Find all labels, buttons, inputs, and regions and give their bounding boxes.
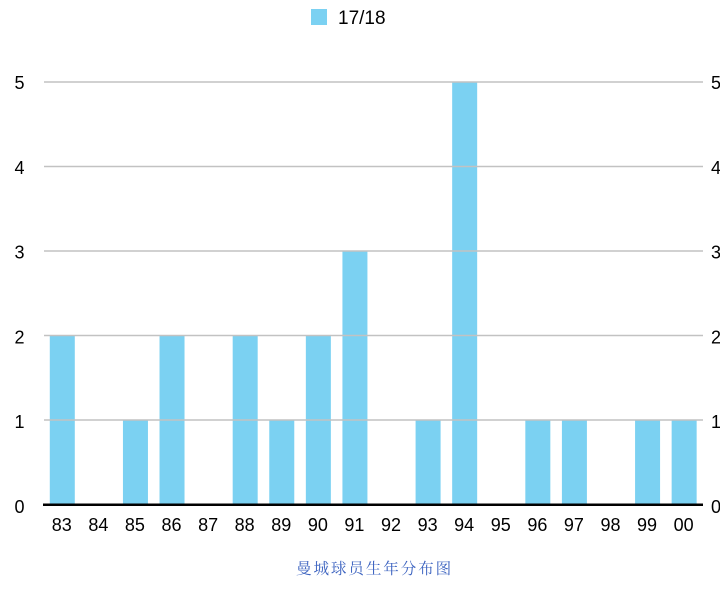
svg-text:88: 88: [235, 515, 255, 535]
svg-text:98: 98: [600, 515, 620, 535]
svg-text:17/18: 17/18: [338, 8, 386, 29]
svg-text:85: 85: [125, 515, 145, 535]
svg-text:93: 93: [418, 515, 438, 535]
svg-text:83: 83: [52, 515, 72, 535]
svg-text:92: 92: [381, 515, 401, 535]
svg-text:2: 2: [14, 327, 24, 347]
svg-text:1: 1: [14, 412, 24, 432]
svg-text:0: 0: [711, 497, 720, 517]
svg-text:00: 00: [674, 515, 694, 535]
svg-text:95: 95: [491, 515, 511, 535]
svg-text:90: 90: [308, 515, 328, 535]
svg-text:5: 5: [14, 73, 24, 93]
svg-text:91: 91: [344, 515, 364, 535]
svg-text:4: 4: [711, 158, 720, 178]
svg-text:99: 99: [637, 515, 657, 535]
svg-text:0: 0: [14, 497, 24, 517]
svg-text:89: 89: [271, 515, 291, 535]
svg-text:97: 97: [564, 515, 584, 535]
svg-text:5: 5: [711, 73, 720, 93]
svg-text:84: 84: [88, 515, 108, 535]
svg-text:3: 3: [14, 243, 24, 263]
svg-text:86: 86: [162, 515, 182, 535]
svg-text:94: 94: [454, 515, 474, 535]
svg-text:4: 4: [14, 158, 24, 178]
svg-text:1: 1: [711, 412, 720, 432]
svg-text:2: 2: [711, 327, 720, 347]
svg-text:3: 3: [711, 243, 720, 263]
svg-text:96: 96: [527, 515, 547, 535]
svg-text:87: 87: [198, 515, 218, 535]
